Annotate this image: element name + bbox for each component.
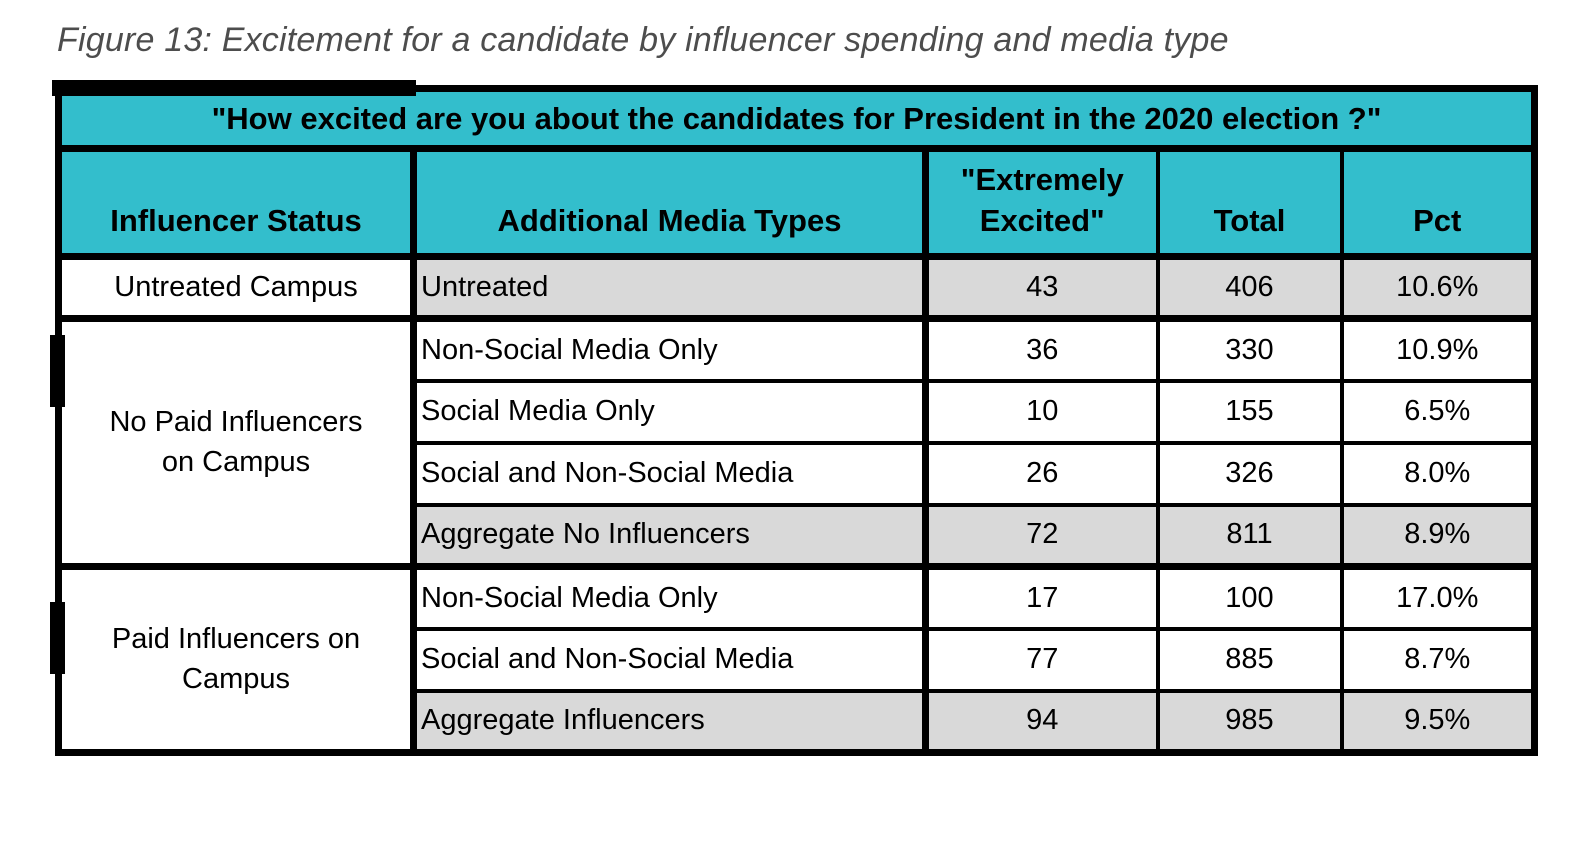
pct-cell: 10.9% bbox=[1339, 315, 1537, 383]
table-row: Social Media Only 10 155 6.5% bbox=[59, 378, 1537, 445]
table-row: Social and Non-Social Media 26 326 8.0% bbox=[59, 440, 1537, 507]
table-row: Aggregate Influencers 94 985 9.5% bbox=[59, 688, 1537, 755]
column-header-row: Influencer Status Additional Media Types… bbox=[56, 146, 1537, 260]
total-cell: 811 bbox=[1155, 502, 1344, 569]
col-header-additional-media-types: Additional Media Types bbox=[410, 146, 928, 260]
pct-cell: 17.0% bbox=[1339, 563, 1537, 631]
excitement-table-container: "How excited are you about the candidate… bbox=[50, 80, 1538, 756]
table-row: Social and Non-Social Media 77 885 8.7% bbox=[59, 626, 1537, 693]
media-cell: Aggregate Influencers bbox=[410, 688, 928, 755]
media-cell: Social Media Only bbox=[410, 378, 928, 445]
border-notch-group-no-paid bbox=[50, 335, 65, 407]
excited-cell: 43 bbox=[922, 254, 1160, 321]
excited-cell: 94 bbox=[922, 688, 1160, 755]
media-cell: Non-Social Media Only bbox=[410, 563, 928, 631]
media-cell: Social and Non-Social Media bbox=[410, 440, 928, 507]
excited-cell: 36 bbox=[922, 315, 1160, 383]
col-header-total: Total bbox=[1155, 146, 1344, 260]
border-notch-group-paid bbox=[50, 602, 65, 674]
table-row: Paid Influencers on Campus Non-Social Me… bbox=[56, 563, 1537, 755]
pct-cell: 9.5% bbox=[1339, 688, 1537, 755]
total-cell: 406 bbox=[1155, 254, 1344, 321]
total-cell: 100 bbox=[1155, 563, 1344, 631]
excited-cell: 17 bbox=[922, 563, 1160, 631]
media-cell: Aggregate No Influencers bbox=[410, 502, 928, 569]
total-cell: 885 bbox=[1155, 626, 1344, 693]
col-header-extremely-excited: "Extremely Excited" bbox=[922, 146, 1160, 260]
excited-cell: 26 bbox=[922, 440, 1160, 507]
total-cell: 985 bbox=[1155, 688, 1344, 755]
total-cell: 326 bbox=[1155, 440, 1344, 507]
status-cell-paid-influencers: Paid Influencers on Campus bbox=[56, 563, 416, 755]
question-row: "How excited are you about the candidate… bbox=[56, 86, 1537, 152]
media-cell: Untreated bbox=[410, 254, 928, 321]
col-header-influencer-status: Influencer Status bbox=[56, 146, 416, 260]
status-cell-no-paid-influencers: No Paid Influencers on Campus bbox=[56, 315, 416, 569]
media-cell: Non-Social Media Only bbox=[410, 315, 928, 383]
excited-cell: 77 bbox=[922, 626, 1160, 693]
status-cell-untreated-campus: Untreated Campus bbox=[56, 254, 416, 321]
table-row: Untreated Campus Untreated 43 406 10.6% bbox=[56, 254, 1537, 321]
media-cell: Social and Non-Social Media bbox=[410, 626, 928, 693]
table-row: No Paid Influencers on Campus Non-Social… bbox=[56, 315, 1537, 569]
pct-cell: 10.6% bbox=[1339, 254, 1537, 321]
col-header-pct: Pct bbox=[1339, 146, 1537, 260]
pct-cell: 8.9% bbox=[1339, 502, 1537, 569]
pct-cell: 8.7% bbox=[1339, 626, 1537, 693]
figure-caption: Figure 13: Excitement for a candidate by… bbox=[57, 21, 1229, 59]
excitement-table: "How excited are you about the candidate… bbox=[55, 85, 1538, 756]
table-row: Aggregate No Influencers 72 811 8.9% bbox=[59, 502, 1537, 569]
excited-cell: 72 bbox=[922, 502, 1160, 569]
total-cell: 155 bbox=[1155, 378, 1344, 445]
excited-cell: 10 bbox=[922, 378, 1160, 445]
survey-question-header: "How excited are you about the candidate… bbox=[56, 86, 1537, 152]
pct-cell: 8.0% bbox=[1339, 440, 1537, 507]
border-notch-top bbox=[52, 80, 416, 96]
pct-cell: 6.5% bbox=[1339, 378, 1537, 445]
total-cell: 330 bbox=[1155, 315, 1344, 383]
